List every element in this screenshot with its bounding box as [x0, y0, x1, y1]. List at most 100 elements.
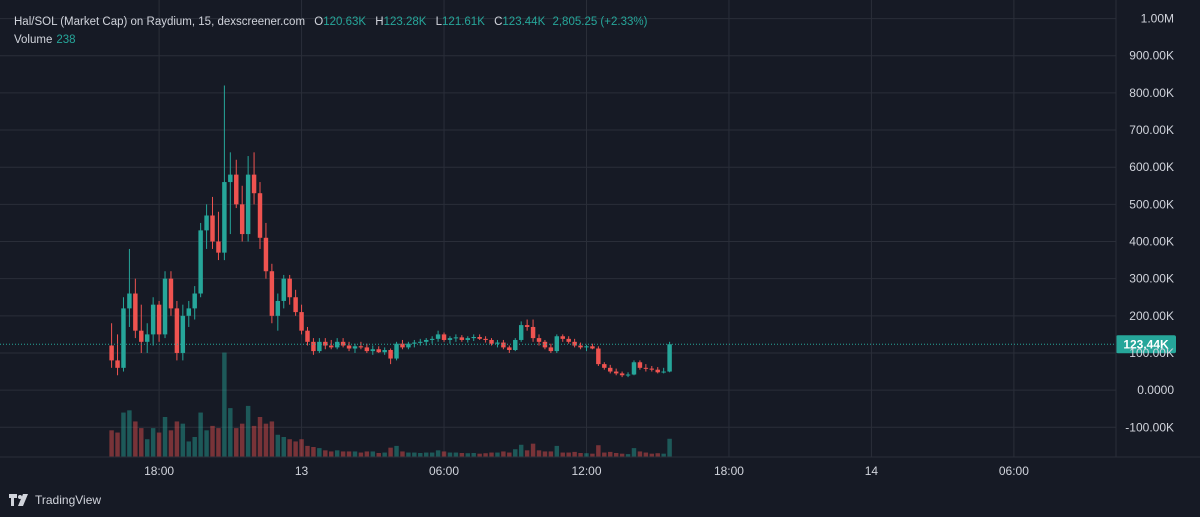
candle-body — [453, 337, 459, 339]
candle-body — [643, 367, 649, 369]
volume-bar — [305, 445, 310, 457]
last-price-badge — [1116, 335, 1176, 354]
volume-bar — [429, 452, 435, 457]
volume-bar — [156, 432, 162, 457]
chart-legend: Hal/SOL (Market Cap) on Raydium, 15, dex… — [14, 13, 647, 49]
symbol-title[interactable]: Hal/SOL (Market Cap) on Raydium, 15, dex… — [14, 16, 306, 28]
candle-body — [133, 293, 138, 331]
volume-bar — [406, 452, 411, 457]
y-tick-label: -100.00K — [1125, 420, 1174, 434]
volume-bar — [329, 451, 334, 457]
candle-body — [168, 278, 174, 309]
candle-body — [156, 304, 162, 335]
candle-body — [655, 369, 660, 373]
candle-body — [495, 342, 500, 344]
tradingview-icon — [9, 494, 28, 506]
volume-bar — [364, 451, 370, 457]
candle-body — [275, 300, 281, 316]
volume-bar — [228, 408, 233, 457]
volume-bar — [115, 432, 120, 457]
volume-bar — [477, 453, 482, 457]
volume-bar — [447, 452, 453, 457]
volume-bar — [602, 452, 607, 457]
candle-body — [637, 362, 643, 368]
volume-bar — [370, 451, 376, 457]
candle-body — [667, 344, 672, 372]
volume-bar — [346, 451, 352, 457]
volume-bar — [530, 443, 536, 457]
volume-bar — [619, 453, 625, 457]
candle-body — [548, 347, 554, 352]
low-value: 121.61K — [442, 16, 485, 28]
volume-bar — [412, 452, 417, 457]
y-tick-label: 500.00K — [1129, 197, 1174, 211]
volume-value: 238 — [56, 34, 76, 46]
open-label: O — [314, 16, 324, 28]
volume-bar — [311, 447, 316, 457]
candle-body — [489, 339, 494, 344]
volume-bar — [643, 452, 649, 457]
volume-bar — [590, 453, 595, 457]
volume-bar — [121, 412, 126, 457]
volume-bar — [299, 439, 304, 457]
candle-body — [346, 345, 352, 349]
volume-bar — [251, 425, 257, 457]
candle-body — [631, 362, 637, 375]
volume-bar — [418, 453, 423, 457]
candle-body — [216, 241, 221, 253]
candle-body — [608, 367, 613, 372]
volume-bar — [204, 430, 209, 457]
last-price-line: 123.44K — [0, 335, 1176, 354]
candle-body — [340, 341, 346, 346]
volume-bar — [139, 428, 144, 457]
volume-bar — [578, 453, 583, 457]
candle-body — [287, 278, 292, 298]
candle-body — [412, 342, 417, 344]
candle-body — [584, 346, 589, 348]
candle-body — [418, 341, 423, 343]
candle-body — [394, 343, 399, 359]
volume-bar — [471, 453, 476, 457]
candle-body — [352, 346, 358, 349]
x-tick-label: 14 — [865, 464, 879, 478]
volume-bar — [423, 452, 429, 457]
candle-body — [578, 345, 583, 348]
volume-bar — [162, 417, 168, 457]
volume-bar — [334, 450, 340, 457]
volume-bar — [323, 450, 328, 457]
y-tick-label: 100.00K — [1129, 346, 1174, 360]
x-tick-label: 06:00 — [999, 464, 1029, 478]
volume-bar — [608, 451, 613, 457]
candle-body — [222, 182, 227, 253]
volume-bar — [501, 451, 506, 457]
volume-bar — [507, 452, 512, 457]
volume-bar — [109, 430, 114, 457]
volume-bar — [441, 451, 447, 457]
volume-bar — [352, 451, 358, 457]
high-label: H — [375, 16, 384, 28]
y-tick-label: 300.00K — [1129, 272, 1174, 286]
x-tick-label: 06:00 — [429, 464, 459, 478]
low-label: L — [435, 16, 443, 28]
volume-bar — [127, 410, 132, 457]
volume-bar — [465, 453, 470, 457]
candle-body — [162, 278, 168, 335]
candle-body — [305, 330, 310, 342]
candle-body — [269, 271, 275, 316]
volume-bar — [400, 451, 405, 457]
y-tick-label: 700.00K — [1129, 123, 1174, 137]
volume-bar — [625, 454, 631, 457]
candle-body — [661, 371, 666, 373]
tradingview-logo[interactable]: TradingView — [9, 493, 101, 507]
volume-bar — [186, 441, 191, 457]
x-tick-label: 18:00 — [714, 464, 744, 478]
candle-body — [649, 368, 655, 370]
volume-bar — [489, 452, 494, 457]
candle-body — [406, 343, 411, 348]
volume-bar — [216, 428, 221, 457]
volume-bar — [560, 452, 565, 457]
x-tick-label: 13 — [295, 464, 309, 478]
y-tick-label: 1.00M — [1141, 12, 1174, 26]
candle-body — [174, 308, 180, 353]
